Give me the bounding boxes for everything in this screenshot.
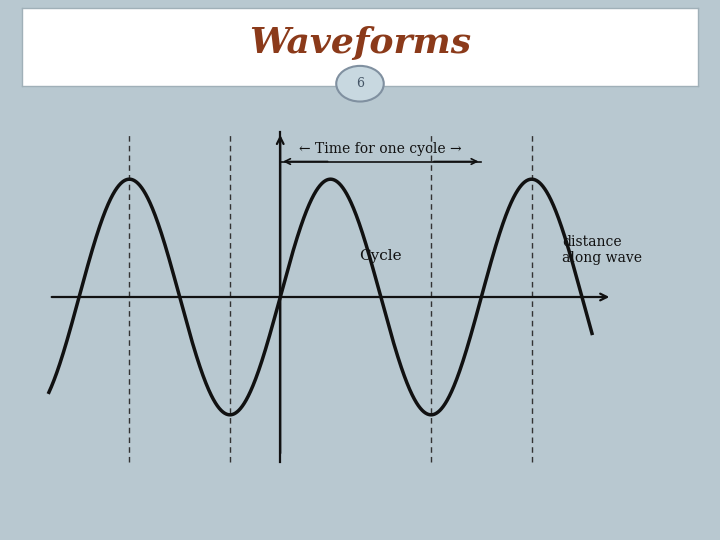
Text: Cycle: Cycle (359, 249, 402, 263)
Text: 6: 6 (356, 77, 364, 90)
Text: distance
along wave: distance along wave (562, 235, 642, 265)
Text: Waveforms: Waveforms (249, 26, 471, 60)
Circle shape (336, 66, 384, 102)
Text: ← Time for one cycle →: ← Time for one cycle → (300, 141, 462, 156)
